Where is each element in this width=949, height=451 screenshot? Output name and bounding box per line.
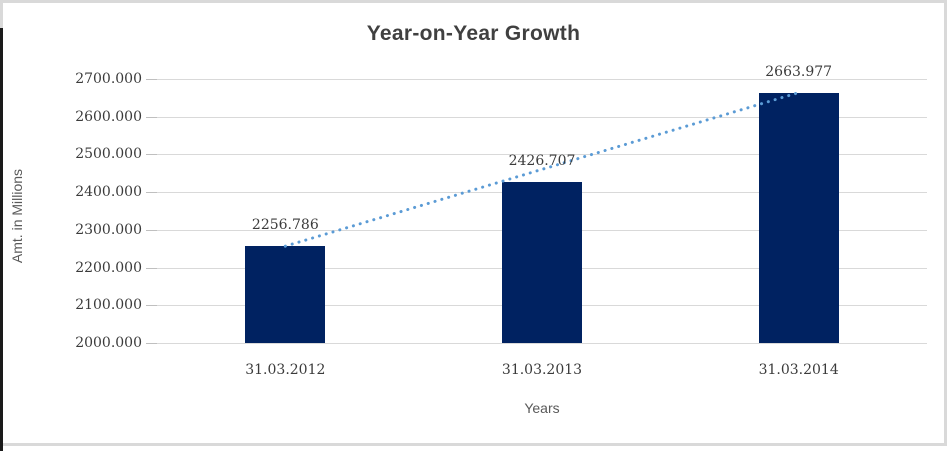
frame-border-bottom xyxy=(0,443,947,446)
bar-31-03-2013[interactable] xyxy=(502,182,582,343)
frame-border-top xyxy=(0,0,947,3)
bar-31-03-2014[interactable] xyxy=(758,92,839,343)
left-edge-line xyxy=(0,28,3,451)
gridline xyxy=(157,343,927,344)
bar-31-03-2012[interactable] xyxy=(245,246,326,343)
gridline xyxy=(157,154,927,156)
x-axis-title: Years xyxy=(524,400,560,416)
chart-title: Year-on-Year Growth xyxy=(366,22,581,45)
gridline xyxy=(157,116,927,118)
gridline xyxy=(157,79,927,80)
frame-border-right xyxy=(944,0,947,446)
